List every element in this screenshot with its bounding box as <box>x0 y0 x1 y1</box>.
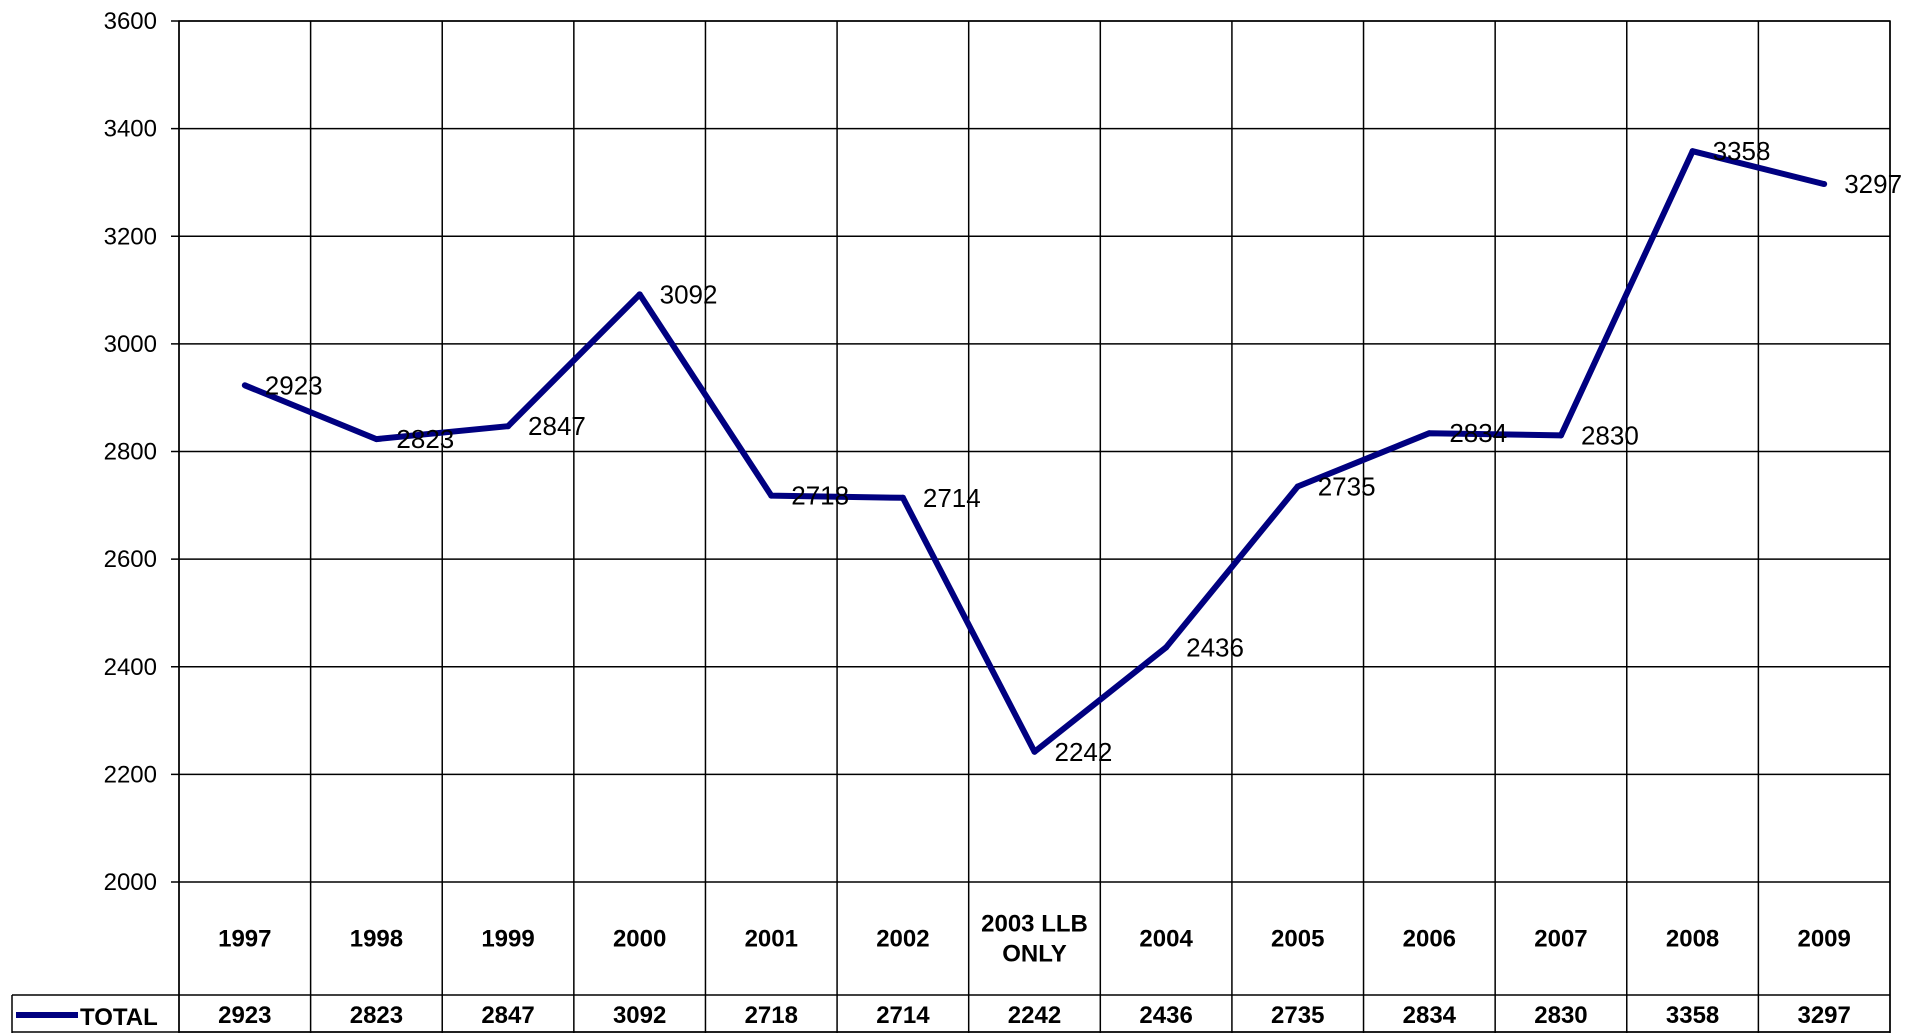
y-tick-label: 2600 <box>104 546 157 573</box>
category-label: 2008 <box>1666 926 1719 953</box>
table-value: 2847 <box>481 1002 534 1029</box>
table-value: 2834 <box>1403 1002 1457 1029</box>
data-point <box>1557 432 1564 439</box>
y-tick-label: 2800 <box>104 439 157 466</box>
category-label: ONLY <box>1002 941 1066 968</box>
category-label: 2000 <box>613 926 666 953</box>
table-value: 2823 <box>350 1002 403 1029</box>
y-tick-label: 3000 <box>104 331 157 358</box>
table-value: 3092 <box>613 1002 666 1029</box>
y-tick-label: 2200 <box>104 761 157 788</box>
y-tick-label: 3600 <box>104 8 157 35</box>
data-point <box>373 436 380 443</box>
y-tick-label: 3200 <box>104 223 157 250</box>
data-labels: 2923 2823 2847 3092 2718 2714 2242 2436 2735 2834… <box>265 136 1902 767</box>
data-table: 1997 1998 1999 2000 2001 2002 2003 LLB ONLY 2004… <box>11 911 1890 1033</box>
data-label: 3092 <box>660 279 718 309</box>
category-label: 2007 <box>1534 926 1587 953</box>
data-point <box>899 494 906 501</box>
table-value: 3358 <box>1666 1002 1719 1029</box>
data-point <box>1163 644 1170 651</box>
data-point <box>1031 748 1038 755</box>
data-point <box>768 492 775 499</box>
table-value: 2735 <box>1271 1002 1324 1029</box>
category-label: 2005 <box>1271 926 1324 953</box>
y-tick-label: 2000 <box>104 869 157 896</box>
table-value: 2242 <box>1008 1002 1061 1029</box>
y-axis-ticks: 2000 2200 2400 2600 2800 3000 3200 3400 3600 <box>104 8 157 896</box>
data-point <box>1821 181 1828 188</box>
data-label: 2830 <box>1581 420 1639 450</box>
category-label: 2004 <box>1139 926 1193 953</box>
data-point <box>1689 148 1696 155</box>
grid <box>171 20 1891 1033</box>
category-label: 1998 <box>350 926 403 953</box>
data-point <box>505 423 512 430</box>
data-point <box>241 382 248 389</box>
category-label: 2006 <box>1403 926 1456 953</box>
data-label: 2242 <box>1055 737 1113 767</box>
data-point <box>1294 483 1301 490</box>
data-label: 3297 <box>1844 169 1902 199</box>
category-label: 2001 <box>745 926 798 953</box>
table-value: 2718 <box>745 1002 798 1029</box>
plot-frame <box>178 20 1891 1033</box>
data-label: 2714 <box>923 483 981 513</box>
data-label: 2834 <box>1449 418 1507 448</box>
data-label: 2847 <box>528 411 586 441</box>
data-label: 2735 <box>1318 471 1376 501</box>
table-value: 2714 <box>876 1002 930 1029</box>
category-label: 2003 LLB <box>981 911 1088 938</box>
data-label: 3358 <box>1713 136 1771 166</box>
data-point <box>636 291 643 298</box>
table-value: 2923 <box>218 1002 271 1029</box>
table-value: 3297 <box>1797 1002 1850 1029</box>
table-value: 2830 <box>1534 1002 1587 1029</box>
category-label: 1997 <box>218 926 271 953</box>
y-tick-label: 2400 <box>104 654 157 681</box>
data-label: 2436 <box>1186 632 1244 662</box>
y-tick-label: 3400 <box>104 116 157 143</box>
legend-label: TOTAL <box>80 1004 158 1031</box>
data-label: 2718 <box>791 481 849 511</box>
category-label: 2009 <box>1797 926 1850 953</box>
category-label: 1999 <box>481 926 534 953</box>
series <box>241 148 1828 755</box>
data-point <box>1426 430 1433 437</box>
data-label: 2823 <box>396 424 454 454</box>
data-label: 2923 <box>265 370 323 400</box>
category-label: 2002 <box>876 926 929 953</box>
legend: TOTAL <box>16 1004 158 1031</box>
table-value: 2436 <box>1139 1002 1192 1029</box>
